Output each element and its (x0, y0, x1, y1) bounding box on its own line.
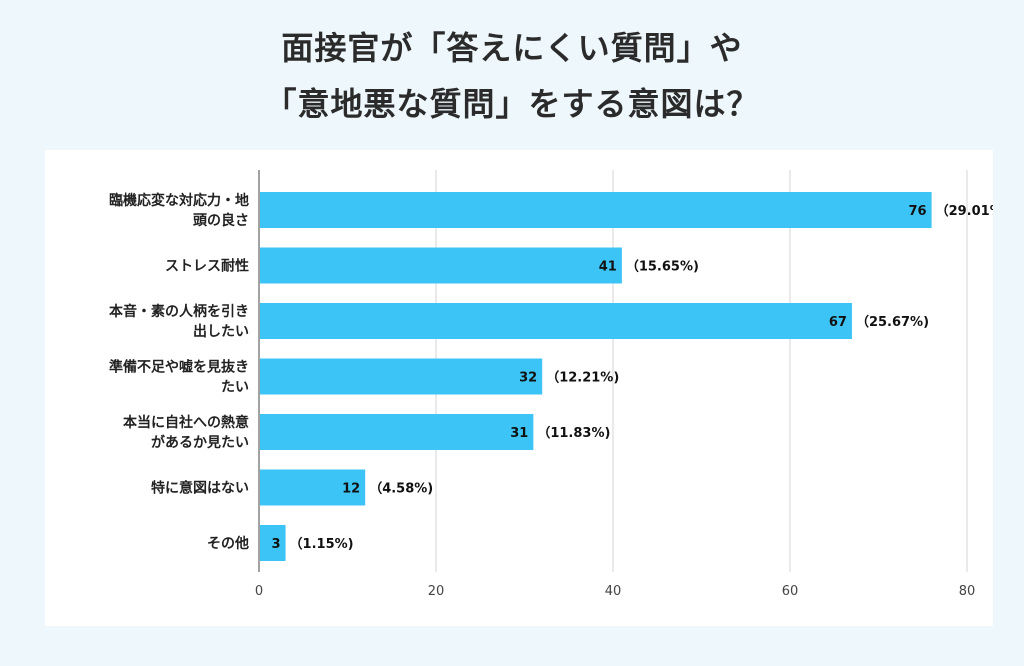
bar-3 (260, 303, 852, 339)
bar-percent-label-5: （11.83%) (537, 425, 610, 441)
bar-value-label-3: 67 (829, 315, 847, 330)
bar-value-label-7: 3 (272, 537, 281, 552)
category-label-2-line-1: ストレス耐性 (165, 258, 249, 275)
bar-value-label-4: 32 (519, 371, 537, 386)
chart-title-line-2: 「意地悪な質問」をする意図は？ (264, 85, 760, 123)
x-tick-label-60: 60 (782, 584, 799, 599)
bar-percent-label-3: （25.67%) (856, 314, 929, 330)
bar-percent-label-1: （29.01%) (936, 203, 993, 219)
category-label-4-line-1: 準備不足や嘘を見抜き (109, 359, 249, 376)
bar-percent-label-7: （1.15%) (290, 536, 354, 552)
category-label-3-line-2: 出したい (193, 323, 249, 340)
bar-percent-label-2: （15.65%) (626, 259, 699, 275)
bar-value-label-5: 31 (510, 426, 528, 441)
category-label-6-line-1: 特に意図はない (151, 480, 249, 497)
bar-2 (260, 247, 622, 284)
category-label-3-line-1: 本音・素の人柄を引き (109, 303, 249, 320)
x-tick-label-80: 80 (959, 584, 976, 599)
bar-1 (260, 192, 932, 228)
bar-4 (260, 358, 543, 395)
category-label-7-line-1: その他 (207, 535, 249, 552)
bar-value-label-2: 41 (599, 260, 617, 275)
x-tick-label-20: 20 (428, 584, 445, 599)
bar-7 (260, 525, 286, 561)
bar-value-label-6: 12 (342, 482, 360, 497)
x-tick-label-40: 40 (605, 584, 622, 599)
bar-percent-label-4: （12.21%) (546, 370, 619, 386)
category-label-4-line-2: たい (221, 380, 249, 396)
bar-6 (260, 469, 366, 506)
category-label-5-line-2: があるか見たい (151, 434, 249, 451)
chart-title-line-1: 面接官が「答えにくい質問」や (281, 29, 743, 67)
bar-value-label-1: 76 (909, 204, 927, 219)
category-label-1-line-2: 頭の良さ (193, 212, 249, 229)
bar-5 (260, 414, 534, 450)
x-tick-label-0: 0 (255, 584, 263, 599)
category-label-1-line-1: 臨機応変な対応力・地 (109, 192, 249, 209)
bar-percent-label-6: （4.58%) (369, 481, 433, 497)
category-label-5-line-1: 本当に自社への熱意 (123, 414, 249, 431)
chart-title: 面接官が「答えにくい質問」や 「意地悪な質問」をする意図は？ (0, 20, 1024, 132)
